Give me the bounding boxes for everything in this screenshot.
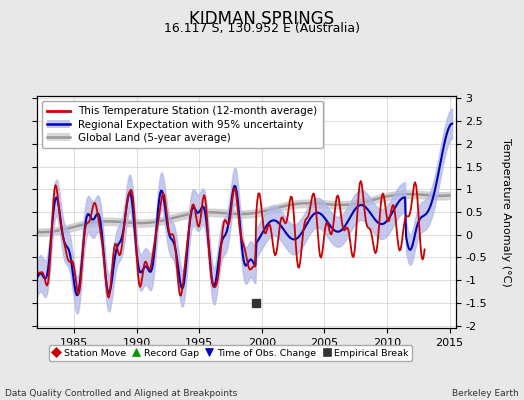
Legend: Station Move, Record Gap, Time of Obs. Change, Empirical Break: Station Move, Record Gap, Time of Obs. C… (49, 345, 412, 361)
Text: Data Quality Controlled and Aligned at Breakpoints: Data Quality Controlled and Aligned at B… (5, 389, 237, 398)
Text: KIDMAN SPRINGS: KIDMAN SPRINGS (190, 10, 334, 28)
Y-axis label: Temperature Anomaly (°C): Temperature Anomaly (°C) (501, 138, 511, 286)
Text: Berkeley Earth: Berkeley Earth (452, 389, 519, 398)
Legend: This Temperature Station (12-month average), Regional Expectation with 95% uncer: This Temperature Station (12-month avera… (42, 101, 323, 148)
Text: 16.117 S, 130.952 E (Australia): 16.117 S, 130.952 E (Australia) (164, 22, 360, 35)
